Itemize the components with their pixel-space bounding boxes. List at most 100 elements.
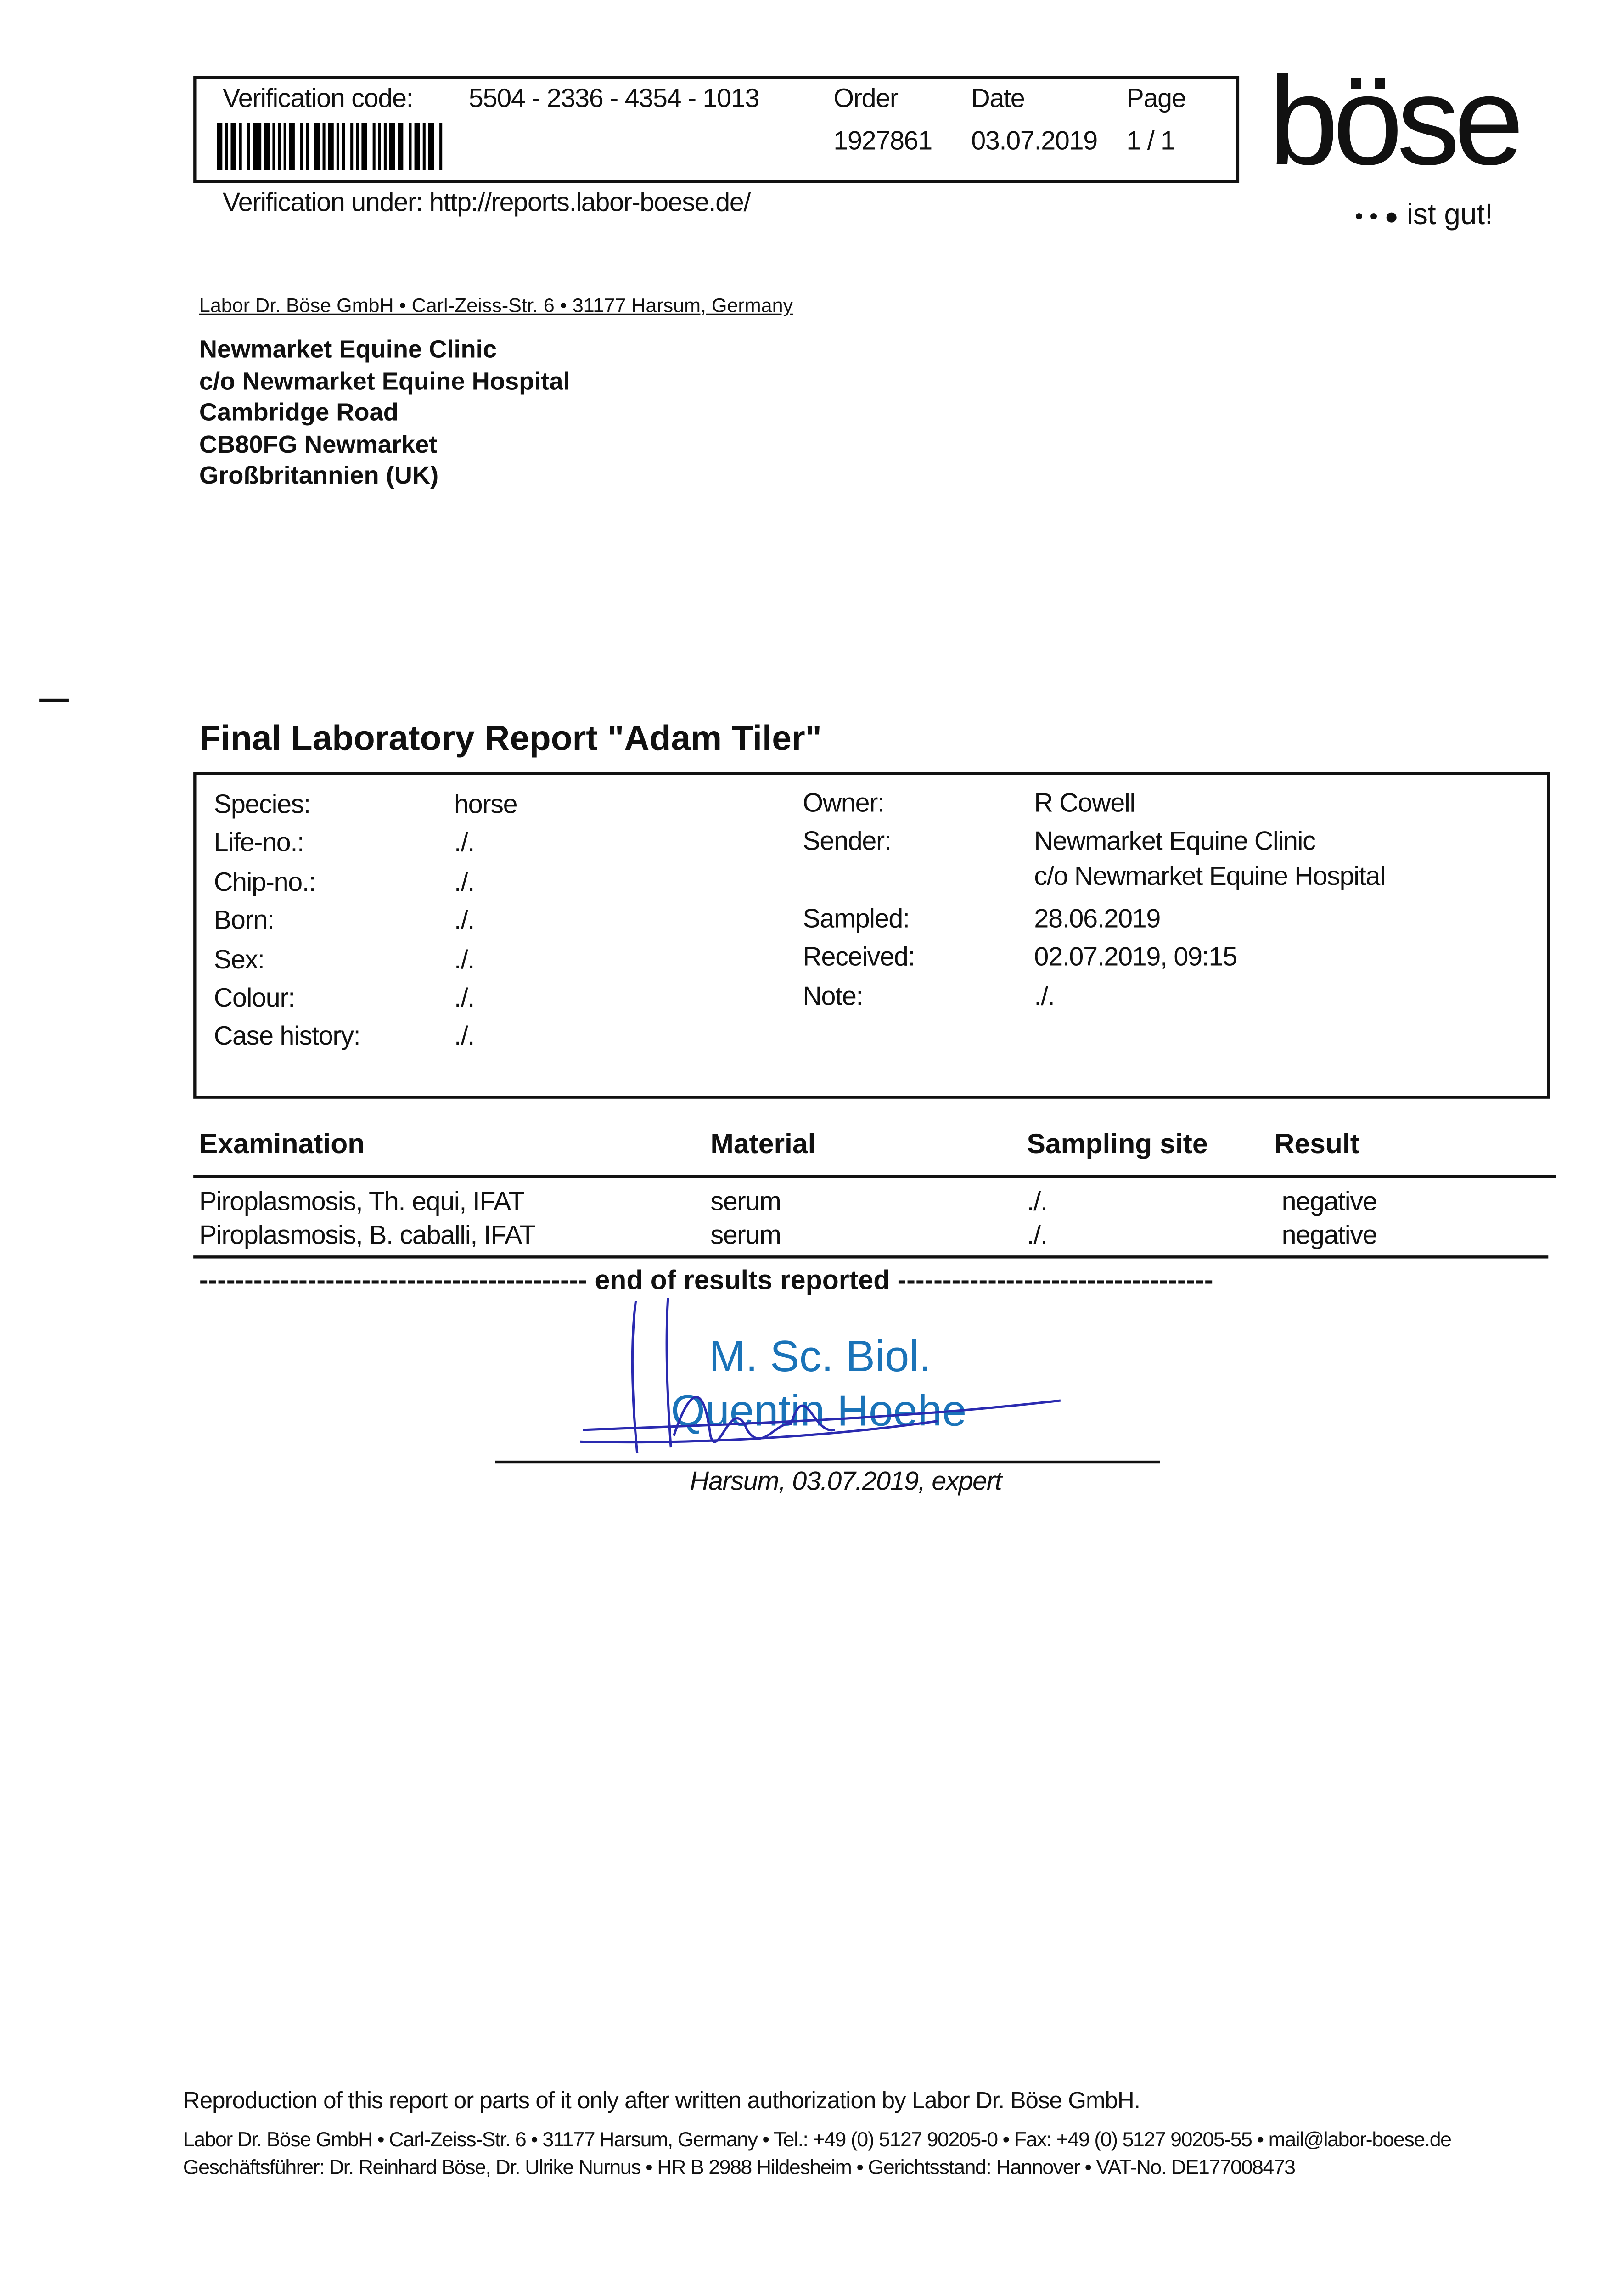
table-cell: ./.: [1027, 1220, 1047, 1250]
info-label: Sex:: [213, 944, 265, 974]
table-cell: Piroplasmosis, B. caballi, IFAT: [199, 1220, 536, 1250]
info-row: Case history: ./.: [214, 1018, 517, 1056]
barcode-bar: [342, 123, 345, 170]
barcode-bar: [428, 123, 434, 170]
column-header: Sampling site: [1027, 1129, 1208, 1160]
order-label: Order: [833, 83, 899, 113]
info-row: Born: ./.: [214, 901, 517, 940]
barcode-bar: [322, 123, 326, 170]
address-line: Cambridge Road: [199, 398, 399, 427]
report-title: Final Laboratory Report "Adam Tiler": [199, 719, 822, 759]
barcode-bar: [356, 123, 359, 170]
verification-url: Verification under: http://reports.labor…: [222, 187, 751, 217]
barcode-bar: [314, 123, 320, 170]
barcode-bar: [217, 123, 223, 170]
logo-wordmark: böse: [1268, 51, 1524, 192]
info-value: ./.: [454, 828, 475, 858]
info-label: Born:: [213, 906, 275, 935]
handwritten-signature: [580, 1298, 1061, 1454]
barcode-bar: [264, 123, 270, 170]
barcode-bar: [383, 123, 387, 170]
barcode-bar: [278, 123, 281, 170]
date-value: 03.07.2019: [971, 126, 1098, 156]
info-value: ./.: [454, 1022, 475, 1051]
barcode-bar: [253, 123, 262, 170]
barcode-bar: [239, 123, 242, 170]
owner-label: Owner:: [803, 788, 885, 818]
barcode-bar: [361, 123, 367, 170]
page-value: 1 / 1: [1126, 126, 1175, 156]
address-line: Newmarket Equine Clinic: [199, 335, 497, 364]
info-value: horse: [454, 789, 518, 819]
info-row: Colour: ./.: [214, 979, 517, 1017]
address-line: Großbritannien (UK): [199, 461, 439, 490]
barcode-bar: [422, 123, 426, 170]
barcode-bar: [389, 123, 395, 170]
sender-value-2: c/o Newmarket Equine Hospital: [1034, 862, 1385, 892]
barcode-bar: [350, 123, 354, 170]
info-label: Case history:: [213, 1022, 361, 1051]
info-label: Chip-no.:: [213, 867, 316, 896]
sender-line: Labor Dr. Böse GmbH • Carl-Zeiss-Str. 6 …: [199, 294, 793, 317]
address-line: CB80FG Newmarket: [199, 430, 438, 458]
received-label: Received:: [803, 942, 915, 972]
owner-value: R Cowell: [1034, 788, 1135, 818]
barcode-bar: [230, 123, 236, 170]
column-header: Examination: [199, 1129, 365, 1160]
column-header: Material: [710, 1129, 816, 1160]
footer-reproduction: Reproduction of this report or parts of …: [183, 2089, 1140, 2114]
info-row: Life-no.: ./.: [214, 824, 517, 862]
barcode-bar: [336, 123, 339, 170]
barcode-bar: [409, 123, 412, 170]
barcode: [217, 123, 443, 170]
barcode-bar: [372, 123, 376, 170]
info-row: Chip-no.: ./.: [214, 863, 517, 901]
verification-box: [193, 76, 1240, 183]
table-bottom-divider: [193, 1255, 1549, 1259]
barcode-bar: [306, 123, 309, 170]
barcode-bar: [225, 123, 228, 170]
info-label: Life-no.:: [213, 828, 304, 858]
barcode-bar: [439, 123, 443, 170]
barcode-bar: [414, 123, 420, 170]
address-line: c/o Newmarket Equine Hospital: [199, 367, 570, 395]
note-label: Note:: [803, 981, 863, 1010]
barcode-bar: [289, 123, 295, 170]
bose-logo: böse: [1269, 59, 1524, 185]
sender-value: Newmarket Equine Clinic: [1034, 827, 1315, 856]
sender-label: Sender:: [803, 827, 891, 856]
table-cell: ./.: [1027, 1187, 1047, 1216]
end-of-results: ----------------------------------------…: [199, 1264, 1213, 1295]
logo-tagline: • • ● ist gut!: [1355, 201, 1493, 230]
barcode-bar: [378, 123, 381, 170]
recipient-address: Newmarket Equine Clinic c/o Newmarket Eq…: [199, 334, 570, 491]
page-label: Page: [1126, 83, 1186, 113]
received-value: 02.07.2019, 09:15: [1034, 942, 1237, 972]
barcode-bar: [300, 123, 303, 170]
verification-label: Verification code:: [222, 83, 414, 113]
patient-info-right: Owner: R Cowell Sender: Newmarket Equine C…: [803, 785, 1386, 1017]
barcode-bar: [398, 123, 404, 170]
table-cell: serum: [710, 1220, 781, 1250]
table-cell: Piroplasmosis, Th. equi, IFAT: [199, 1187, 525, 1216]
stamp-name: Quentin Hoehe: [671, 1387, 967, 1436]
fold-mark: [39, 698, 69, 701]
info-value: ./.: [454, 944, 475, 974]
footer-management: Geschäftsführer: Dr. Reinhard Böse, Dr. …: [183, 2155, 1296, 2179]
sampled-label: Sampled:: [803, 903, 910, 933]
header-divider: [193, 1175, 1556, 1178]
order-value: 1927861: [833, 126, 932, 156]
table-cell: serum: [710, 1187, 781, 1216]
verification-code: 5504 - 2336 - 4354 - 1013: [468, 83, 760, 113]
info-row: Sex: ./.: [214, 940, 517, 979]
signature-caption: Harsum, 03.07.2019, expert: [690, 1466, 1002, 1496]
note-value: ./.: [1034, 981, 1055, 1010]
patient-info-box: [193, 772, 1550, 1099]
tagline-text: ist gut!: [1406, 199, 1493, 232]
info-value: ./.: [454, 906, 475, 935]
column-header: Result: [1274, 1129, 1359, 1160]
info-label: Species:: [213, 789, 311, 819]
barcode-bar: [328, 123, 334, 170]
signature-line: [495, 1460, 1160, 1464]
